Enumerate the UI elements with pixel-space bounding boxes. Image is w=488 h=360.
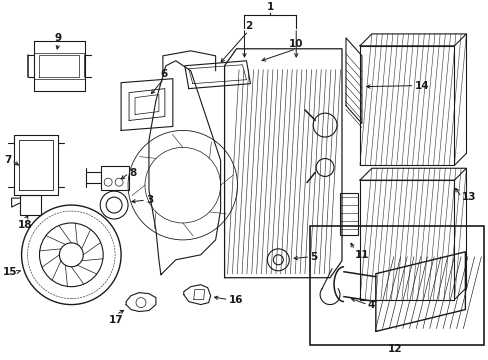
Text: 10: 10 — [288, 39, 303, 49]
Text: 5: 5 — [309, 252, 317, 262]
Bar — [339, 193, 357, 235]
Text: 7: 7 — [4, 155, 12, 165]
Bar — [101, 166, 129, 190]
Text: 8: 8 — [129, 168, 136, 178]
Text: 6: 6 — [160, 69, 167, 79]
Text: 16: 16 — [228, 294, 243, 305]
Text: 17: 17 — [109, 315, 123, 324]
Text: 12: 12 — [386, 345, 401, 354]
Text: 14: 14 — [414, 81, 428, 91]
Bar — [20, 195, 41, 215]
Text: 1: 1 — [266, 2, 273, 12]
Text: 9: 9 — [55, 33, 62, 43]
Text: 3: 3 — [146, 195, 153, 205]
Text: 18: 18 — [18, 220, 33, 230]
Text: 2: 2 — [244, 21, 252, 31]
Text: 13: 13 — [461, 192, 475, 202]
Text: 4: 4 — [367, 300, 374, 310]
Text: 11: 11 — [354, 250, 368, 260]
Text: 15: 15 — [3, 267, 18, 277]
Bar — [309, 226, 483, 345]
